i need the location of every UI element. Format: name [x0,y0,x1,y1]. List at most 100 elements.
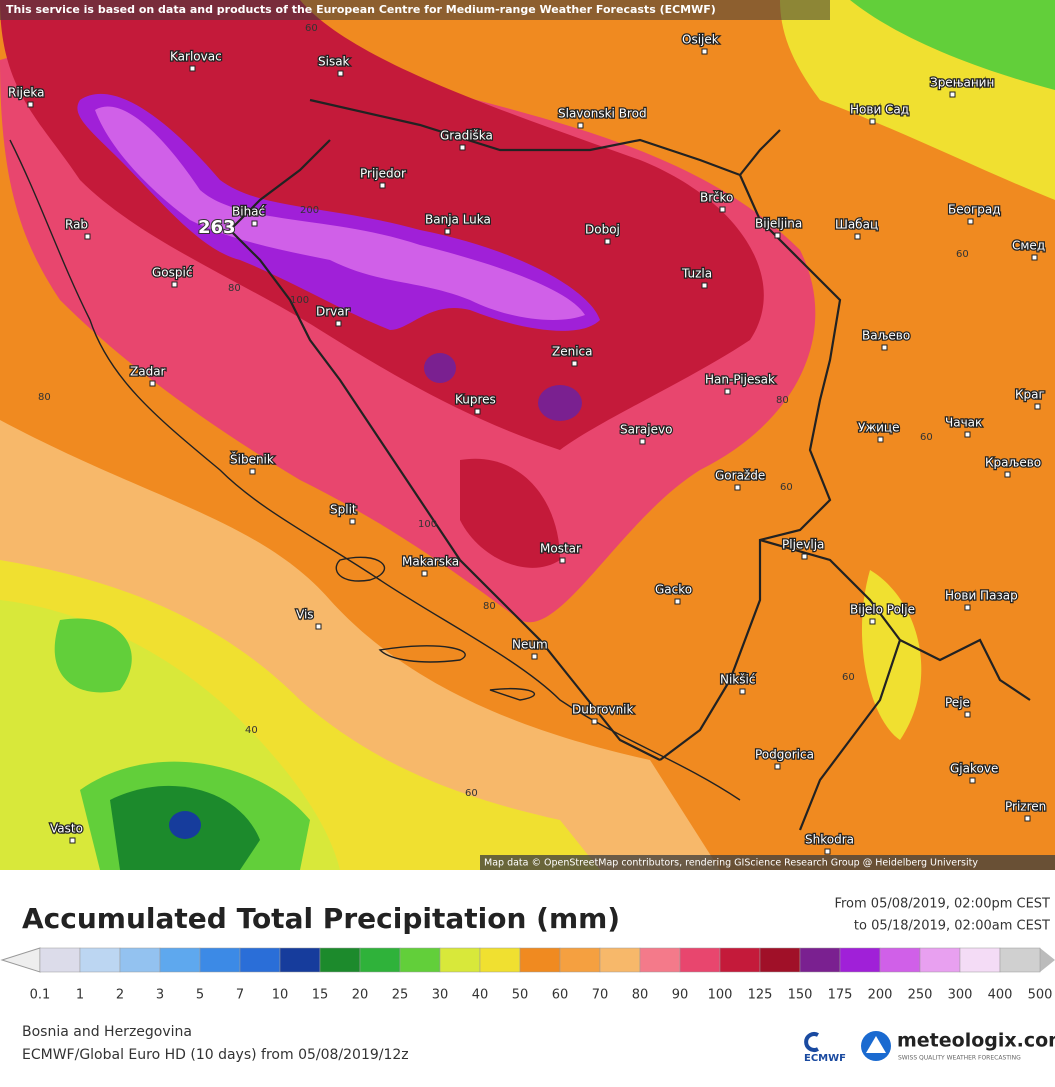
legend-level: 40 [472,988,489,1003]
city-label: Sisak [318,55,350,69]
city-label: Slavonski Brod [558,107,647,121]
legend-swatch [719,947,761,973]
city-marker [639,438,646,445]
legend-level: 100 [708,988,733,1003]
legend-level: 20 [352,988,369,1003]
city-marker [854,233,861,240]
cities: Karlovac Sisak Osijek Зрењанин Rijeka Нови Са… [7,31,1048,855]
legend-level: 200 [868,988,893,1003]
region [169,811,201,839]
contour-label: 80 [776,395,789,406]
contour-label: 80 [483,601,496,612]
legend-swatch [559,947,601,973]
coastline [9,139,741,801]
brand: meteologix.com [897,1030,1055,1052]
legend-swatch [639,947,681,973]
banner: This service is based on data and produc… [6,3,716,16]
city-label: Gjakove [950,762,998,776]
max-label: 263 [198,217,236,238]
border [228,98,842,761]
map: This service is based on data and produc… [0,0,1055,870]
city-marker [171,281,178,288]
legend-level: 3 [156,988,164,1003]
meteologix-logo-peak [866,1036,886,1053]
legend-title: Accumulated Total Precipitation (mm) [22,902,620,935]
legend-level: 1 [76,988,84,1003]
city-label: Ужице [858,421,899,435]
city-marker [674,598,681,605]
legend-swatch [999,947,1041,973]
legend-level: 0.1 [30,988,51,1003]
city-label: Zenica [552,345,593,359]
city-label: Pljevlja [782,538,824,552]
legend-swatch [919,947,961,973]
city-marker [444,228,451,235]
city-label: Goražde [715,469,765,483]
contour-label: 200 [300,205,319,216]
region [424,353,456,383]
legend-arrow-high [1040,948,1055,972]
city-marker [824,848,831,855]
city-marker [251,220,258,227]
city-marker [1031,254,1038,261]
city-label: Karlovac [170,50,222,64]
period-from: From 05/08/2019, 02:00pm CEST [834,897,1050,912]
legend-swatch [359,947,401,973]
city-marker [869,118,876,125]
legend-level: 250 [908,988,933,1003]
legend-level: 80 [632,988,649,1003]
legend-swatch [479,947,521,973]
city-label: Bihać [232,205,265,219]
ecmwf-logo [804,1032,819,1052]
contour-label: 60 [305,23,318,34]
city-marker [774,763,781,770]
city-label: Dubrovnik [572,703,634,717]
legend-level: 500 [1028,988,1053,1003]
border [759,538,1031,831]
city-label: Peje [945,696,970,710]
city-label: Смед [1012,239,1045,253]
city-label: Šibenik [230,452,274,467]
period-to: to 05/18/2019, 02:00am CEST [854,919,1050,934]
city-label: Краг [1015,388,1045,402]
city-marker [734,484,741,491]
ecmwf-label: ECMWF [804,1053,846,1064]
legend-swatch [439,947,481,973]
legend-level: 400 [988,988,1013,1003]
city-label: Rab [65,218,88,232]
city-label: Split [330,503,357,517]
city-label: Bijelo Polje [850,603,915,617]
contour-label: 80 [38,392,51,403]
city-label: Ваљево [862,329,910,343]
city-label: Doboj [585,223,620,237]
city-label: Zadar [130,365,166,379]
legend-level: 15 [312,988,329,1003]
city-marker [869,618,876,625]
city-marker [315,623,322,630]
attribution: Map data © OpenStreetMap contributors, r… [484,858,978,869]
city-label: Gradiška [440,129,493,143]
city-label: Podgorica [755,748,814,762]
city-label: Osijek [682,33,719,47]
legend-level: 7 [236,988,244,1003]
legend-swatch [799,947,841,973]
city-label: Tuzla [681,267,712,281]
legend-level: 90 [672,988,689,1003]
region [95,106,585,320]
city-marker [459,144,466,151]
city-marker [969,777,976,784]
legend-level: 70 [592,988,609,1003]
contour-label: 60 [465,788,478,799]
city-marker [337,70,344,77]
region [538,385,582,421]
city-marker [591,718,598,725]
city-label: Mostar [540,542,581,556]
city-marker [604,238,611,245]
city-marker [571,360,578,367]
city-label: Kupres [455,393,496,407]
city-marker [189,65,196,72]
legend-level: 50 [512,988,529,1003]
city-marker [577,122,584,129]
legend-level: 150 [788,988,813,1003]
legend: Accumulated Total Precipitation (mm) Fro… [0,897,1055,1003]
